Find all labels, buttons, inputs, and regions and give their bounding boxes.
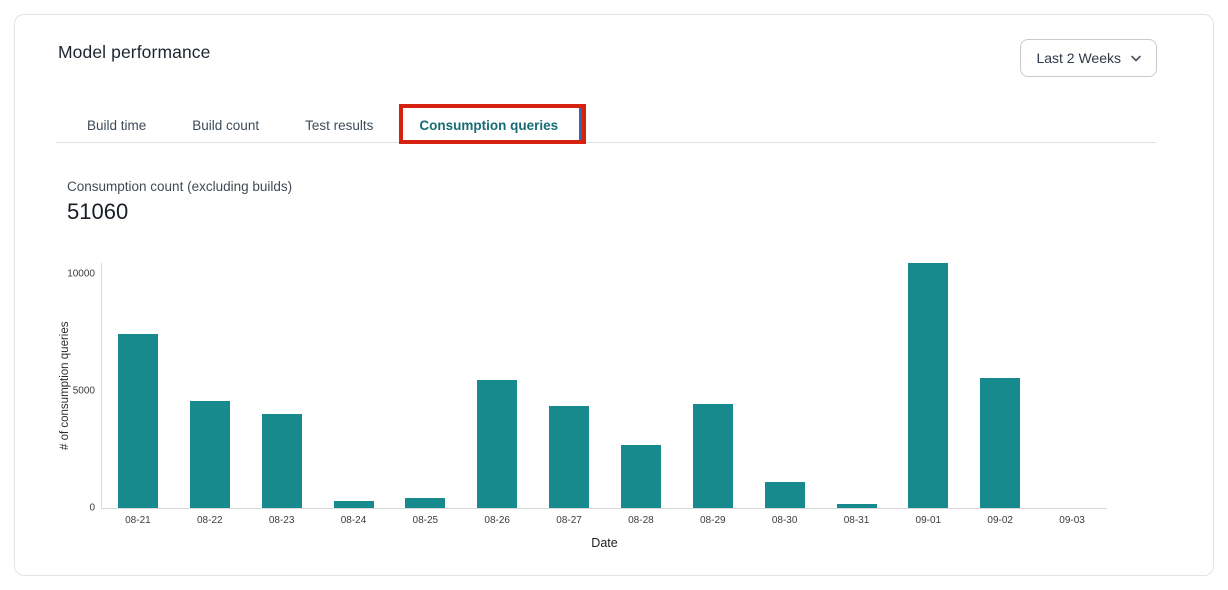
bar-08-25[interactable] [405,498,446,508]
bar-08-26[interactable] [477,379,518,508]
x-tick-label: 09-03 [1059,515,1085,526]
metric-block: Consumption count (excluding builds) 510… [67,179,292,225]
x-tick-label: 08-21 [125,515,151,526]
tab-build-count[interactable]: Build count [192,118,260,133]
chevron-down-icon [1131,55,1141,62]
bar-09-01[interactable] [908,263,949,508]
metric-label: Consumption count (excluding builds) [67,179,293,194]
bar-09-02[interactable] [980,377,1021,508]
x-tick-label: 08-28 [628,515,654,526]
x-tick-label: 08-23 [268,515,295,526]
x-tick-label: 08-27 [556,515,582,526]
x-tick-label: 08-29 [699,515,726,526]
x-tick-label: 08-24 [340,515,367,526]
x-tick-label: 08-31 [843,515,870,526]
y-tick-label: 5000 [72,385,95,397]
date-range-dropdown[interactable]: Last 2 Weeks [1020,39,1157,77]
metric-value: 51060 [67,199,129,224]
x-tick-label: 09-01 [915,515,942,526]
tab-bar: Build time Build count Test results Cons… [56,109,1156,143]
x-tick-label: 08-30 [771,515,798,526]
x-tick-label: 09-02 [987,515,1013,526]
bar-08-22[interactable] [189,400,230,508]
bar-08-21[interactable] [117,333,158,508]
plot-area: Date 0 5000 10000 08-21 08-22 08-23 08-24 08-25… [67,263,1107,550]
tab-build-time[interactable]: Build time [87,118,147,133]
bar-08-23[interactable] [261,413,302,508]
bar-08-30[interactable] [764,481,805,508]
model-performance-card: Model performance Last 2 Weeks Build tim… [14,14,1214,576]
page-title: Model performance [58,42,211,62]
y-tick-label: 0 [89,502,95,514]
x-tick-label: 08-26 [484,515,510,526]
date-range-value: Last 2 Weeks [1036,50,1121,66]
bar-08-27[interactable] [549,406,590,508]
bar-08-29[interactable] [692,404,733,508]
x-axis-title: Date [591,536,618,550]
tab-test-results[interactable]: Test results [305,118,374,133]
x-tick-label: 08-22 [196,515,223,526]
bar-08-31[interactable] [836,503,877,508]
y-tick-label: 10000 [67,268,95,280]
bar-08-28[interactable] [620,444,661,508]
bar-08-24[interactable] [333,500,374,508]
x-tick-label: 08-25 [412,515,439,526]
tab-consumption-queries[interactable]: Consumption queries [419,118,559,133]
